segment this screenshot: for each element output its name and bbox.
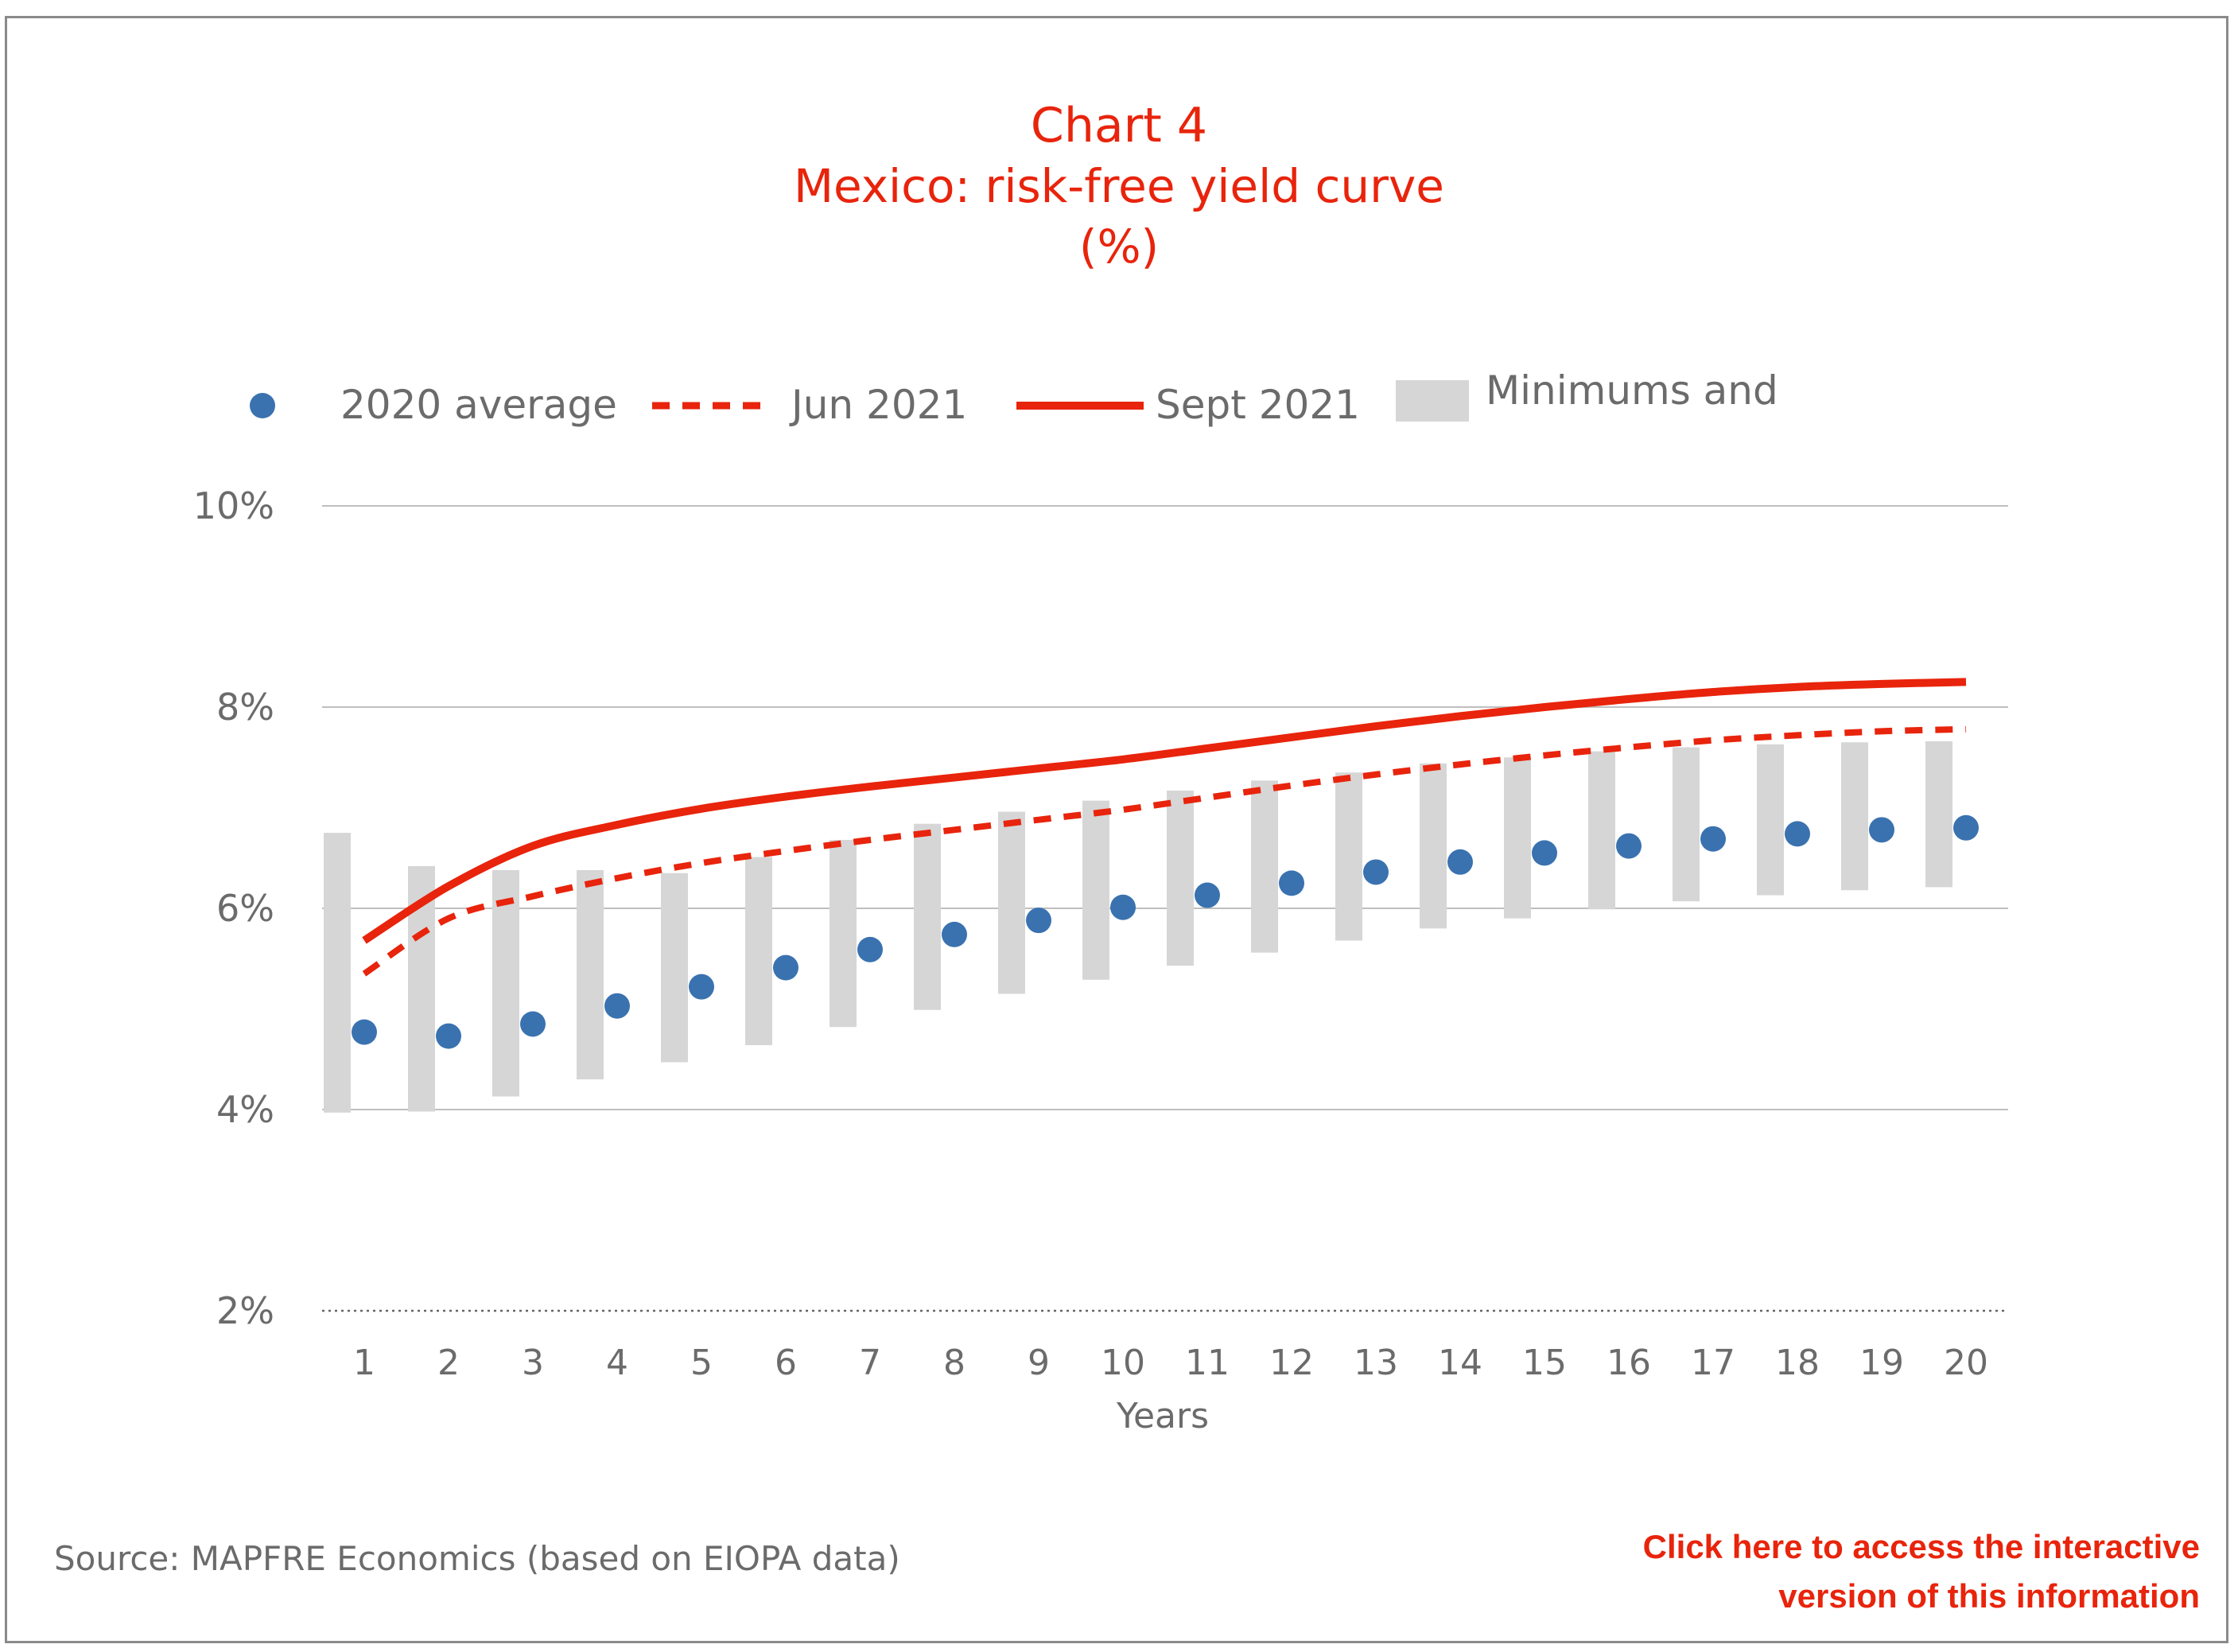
range-bar [998, 811, 1025, 994]
range-bar [492, 869, 519, 1097]
range-bar [1082, 800, 1109, 980]
average-dot [1363, 859, 1389, 885]
x-tick-label: 5 [690, 1343, 713, 1383]
y-tick-label: 2% [216, 1289, 274, 1332]
range-bar [1420, 763, 1447, 929]
average-dot [1869, 817, 1894, 843]
x-tick-label: 20 [1944, 1343, 1988, 1383]
x-tick-label: 3 [522, 1343, 544, 1383]
average-dot [857, 936, 883, 962]
range-bar [830, 839, 857, 1028]
range-bar [1167, 790, 1194, 966]
average-dot [1616, 833, 1642, 859]
range-bar [1757, 744, 1784, 896]
average-dot [1700, 826, 1726, 852]
average-dot [1195, 882, 1220, 908]
x-tick-label: 4 [606, 1343, 628, 1383]
average-dot [942, 921, 967, 947]
chart-subtitle: Mexico: risk-free yield curve [794, 159, 1444, 213]
legend-label: 2020 average [340, 382, 617, 428]
average-dot [520, 1011, 546, 1037]
average-dot [1026, 908, 1051, 934]
x-tick-label: 17 [1691, 1343, 1735, 1383]
range-bars [324, 741, 1952, 1113]
x-axis-label: Years [1116, 1396, 1209, 1436]
range-bar [1251, 780, 1278, 953]
x-tick-label: 14 [1438, 1343, 1482, 1383]
x-tick-label: 13 [1354, 1343, 1398, 1383]
series-lines [362, 678, 1967, 977]
average-dot [1447, 849, 1473, 875]
x-tick-label: 11 [1185, 1343, 1230, 1383]
x-tick-label: 9 [1028, 1343, 1050, 1383]
y-axis-ticks: 2% 4% 6% 8% 10% [193, 484, 274, 1332]
range-bar [324, 833, 351, 1113]
range-bar [1335, 772, 1362, 941]
average-dot [352, 1019, 377, 1045]
x-tick-label: 15 [1522, 1343, 1567, 1383]
x-tick-label: 12 [1269, 1343, 1314, 1383]
range-bar [745, 857, 772, 1046]
gridlines [322, 505, 2008, 1312]
average-dot [604, 993, 630, 1019]
average-dot [773, 954, 798, 981]
chart-title: Chart 4 [1030, 98, 1208, 154]
legend-range-symbol [1396, 380, 1469, 422]
average-dot [689, 974, 714, 1000]
legend-dot-symbol [250, 393, 275, 418]
legend-label: Jun 2021 [789, 382, 967, 428]
x-tick-label: 19 [1859, 1343, 1904, 1383]
x-tick-label: 6 [775, 1343, 797, 1383]
legend-label: Sept 2021 [1156, 382, 1360, 428]
x-tick-label: 8 [943, 1343, 966, 1383]
range-bar [1504, 757, 1531, 919]
average-dot [1953, 814, 1979, 841]
legend: 2020 average Jun 2021 Sept 2021 Minimums an… [250, 367, 1778, 428]
legend-label: Minimums and [1486, 367, 1778, 414]
interactive-link-line-1: Click here to access the interactive [1642, 1528, 2200, 1565]
x-tick-label: 2 [437, 1343, 460, 1383]
average-dot [1532, 840, 1557, 866]
range-bar [914, 823, 941, 1010]
x-tick-label: 7 [859, 1343, 881, 1383]
range-bar [661, 873, 688, 1063]
chart-unit: (%) [1078, 220, 1160, 274]
average-dots [352, 814, 1979, 1049]
x-tick-label: 1 [353, 1343, 375, 1383]
line-jun-2021 [362, 725, 1967, 977]
average-dot [1110, 894, 1136, 920]
range-bar [1673, 747, 1700, 902]
range-bar [1588, 751, 1615, 910]
average-dot [436, 1023, 461, 1049]
average-dot [1785, 821, 1810, 847]
x-axis-ticks: 1 2 3 4 5 6 7 8 9 10 11 12 13 14 15 16 17 18 19 20 [353, 1343, 1988, 1383]
x-tick-label: 18 [1775, 1343, 1820, 1383]
source-note: Source: MAPFRE Economics (based on EIOPA… [54, 1539, 900, 1578]
y-tick-label: 8% [216, 686, 274, 729]
chart-title-block: Chart 4 Mexico: risk-free yield curve (%… [0, 95, 2238, 277]
chart-frame [5, 16, 2228, 1643]
range-bar [1841, 742, 1868, 891]
y-tick-label: 4% [216, 1088, 274, 1131]
y-tick-label: 6% [216, 887, 274, 930]
range-bar [1925, 741, 1952, 888]
x-tick-label: 10 [1101, 1343, 1145, 1383]
y-tick-label: 10% [193, 484, 274, 527]
average-dot [1279, 870, 1304, 896]
interactive-link-line-2: version of this information [1778, 1577, 2200, 1615]
range-bar [577, 869, 604, 1080]
interactive-version-link[interactable]: Click here to access the interactive ver… [1643, 1522, 2200, 1621]
x-tick-label: 16 [1607, 1343, 1651, 1383]
line-sept-2021 [362, 678, 1967, 944]
